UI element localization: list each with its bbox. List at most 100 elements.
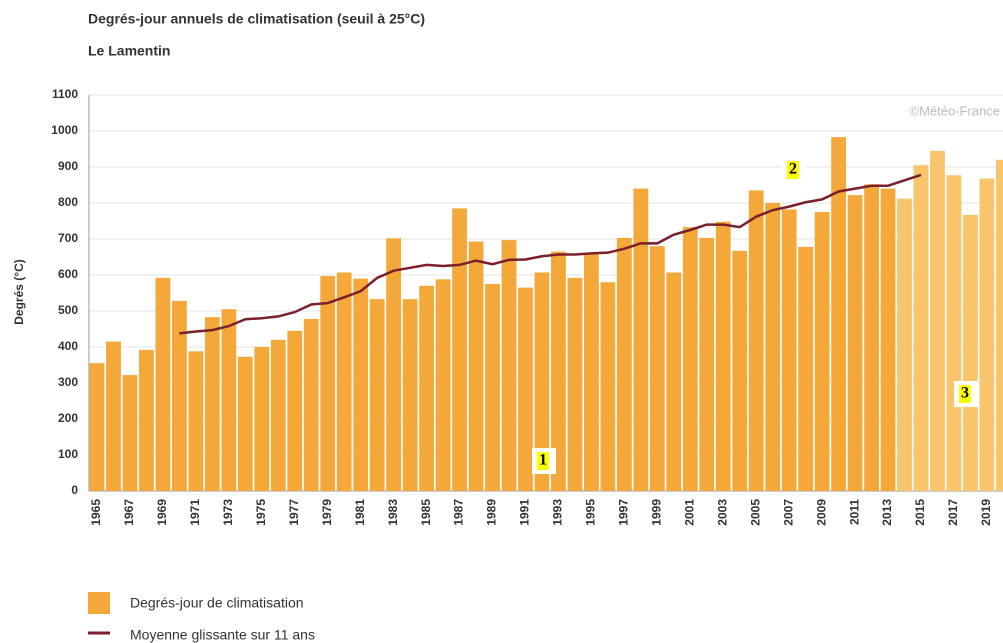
bar [732, 250, 748, 491]
bar [633, 188, 649, 491]
x-tick-label: 1985 [419, 499, 433, 526]
moving-average-line [179, 173, 922, 335]
bar [913, 165, 929, 491]
x-tick-label: 1977 [287, 499, 301, 526]
x-tick-label: 1993 [551, 499, 565, 526]
bar [584, 254, 599, 491]
annotation: 1 [539, 452, 547, 469]
x-tick-label: 2005 [748, 499, 762, 526]
x-tick-label: 1965 [89, 499, 103, 526]
bar [600, 282, 616, 491]
bar [435, 279, 451, 491]
bar [254, 347, 270, 491]
bar [715, 221, 731, 491]
bar [237, 356, 253, 491]
bar [287, 330, 303, 491]
bar [748, 190, 764, 491]
bar [369, 299, 385, 491]
bar [798, 246, 814, 491]
bar [567, 277, 583, 491]
annotation: 3 [961, 385, 969, 402]
bar [89, 363, 105, 491]
bar [336, 272, 352, 491]
bar [386, 238, 402, 491]
annotation-highlight [787, 161, 799, 179]
bar [353, 278, 369, 491]
y-tick-label: 800 [58, 195, 78, 209]
x-tick-label: 2001 [682, 499, 696, 526]
bar [946, 175, 962, 491]
x-tick-label: 2017 [946, 499, 960, 526]
bar [616, 237, 632, 491]
bar [781, 209, 797, 492]
y-tick-label: 100 [58, 447, 78, 461]
bar [402, 299, 418, 491]
annotation-highlight [959, 385, 971, 403]
legend-label: Degrés-jour de climatisation [130, 595, 304, 611]
x-tick-label: 1989 [485, 499, 499, 526]
bar [204, 317, 220, 491]
legend-label: Moyenne glissante sur 11 ans [130, 627, 315, 643]
x-tick-label: 1973 [221, 499, 235, 526]
bar [864, 184, 879, 491]
bar [419, 285, 434, 491]
bar [682, 227, 698, 491]
bar [649, 246, 665, 491]
x-tick-label: 1969 [155, 499, 169, 526]
bar [930, 150, 945, 492]
x-tick-label: 1975 [254, 499, 268, 526]
x-tick-label: 1979 [320, 499, 334, 526]
x-tick-label: 2015 [913, 499, 927, 526]
x-tick-label: 2019 [979, 499, 993, 526]
bar [666, 272, 682, 491]
annotation: 2 [789, 161, 797, 178]
x-tick-label: 1995 [584, 499, 598, 526]
x-tick-label: 1971 [188, 499, 202, 526]
bar [814, 212, 830, 491]
bar [880, 188, 896, 491]
bar [501, 240, 517, 491]
bar [172, 300, 187, 491]
bar [468, 241, 484, 491]
bar [996, 159, 1003, 492]
x-tick-label: 2003 [715, 499, 729, 526]
bar [518, 287, 533, 491]
x-tick-label: 2011 [847, 499, 861, 525]
y-tick-label: 300 [58, 375, 78, 389]
annotation-highlight [537, 452, 549, 470]
y-tick-label: 1100 [52, 87, 78, 101]
x-tick-label: 2007 [781, 499, 795, 526]
y-tick-label: 700 [58, 231, 78, 245]
x-tick-label: 2013 [880, 499, 894, 526]
bar [452, 208, 467, 491]
bar [699, 237, 715, 491]
x-tick-label: 1997 [617, 499, 631, 526]
chart-title: Degrés-jour annuels de climatisation (se… [88, 11, 425, 27]
bar [485, 284, 500, 491]
bar [897, 198, 912, 491]
bar [139, 349, 154, 491]
x-tick-label: 1967 [122, 499, 136, 526]
x-tick-label: 2009 [814, 499, 828, 526]
bar [320, 276, 336, 491]
bar [979, 178, 995, 491]
bar [122, 375, 138, 491]
y-tick-label: 0 [71, 483, 78, 497]
bar [847, 195, 863, 491]
bar [831, 137, 846, 491]
x-tick-label: 1983 [386, 499, 400, 526]
x-tick-label: 1999 [649, 499, 663, 526]
legend-swatch [88, 592, 110, 614]
y-tick-label: 1000 [51, 123, 78, 137]
bar [765, 203, 781, 491]
credit: ©Météo-France [910, 103, 1001, 118]
y-tick-label: 500 [58, 303, 78, 317]
bar [188, 351, 204, 491]
x-tick-label: 1981 [353, 499, 367, 526]
chart-subtitle: Le Lamentin [88, 43, 170, 59]
bar [270, 339, 286, 491]
y-tick-label: 900 [58, 159, 78, 173]
bar [303, 318, 319, 491]
bar [534, 272, 550, 491]
